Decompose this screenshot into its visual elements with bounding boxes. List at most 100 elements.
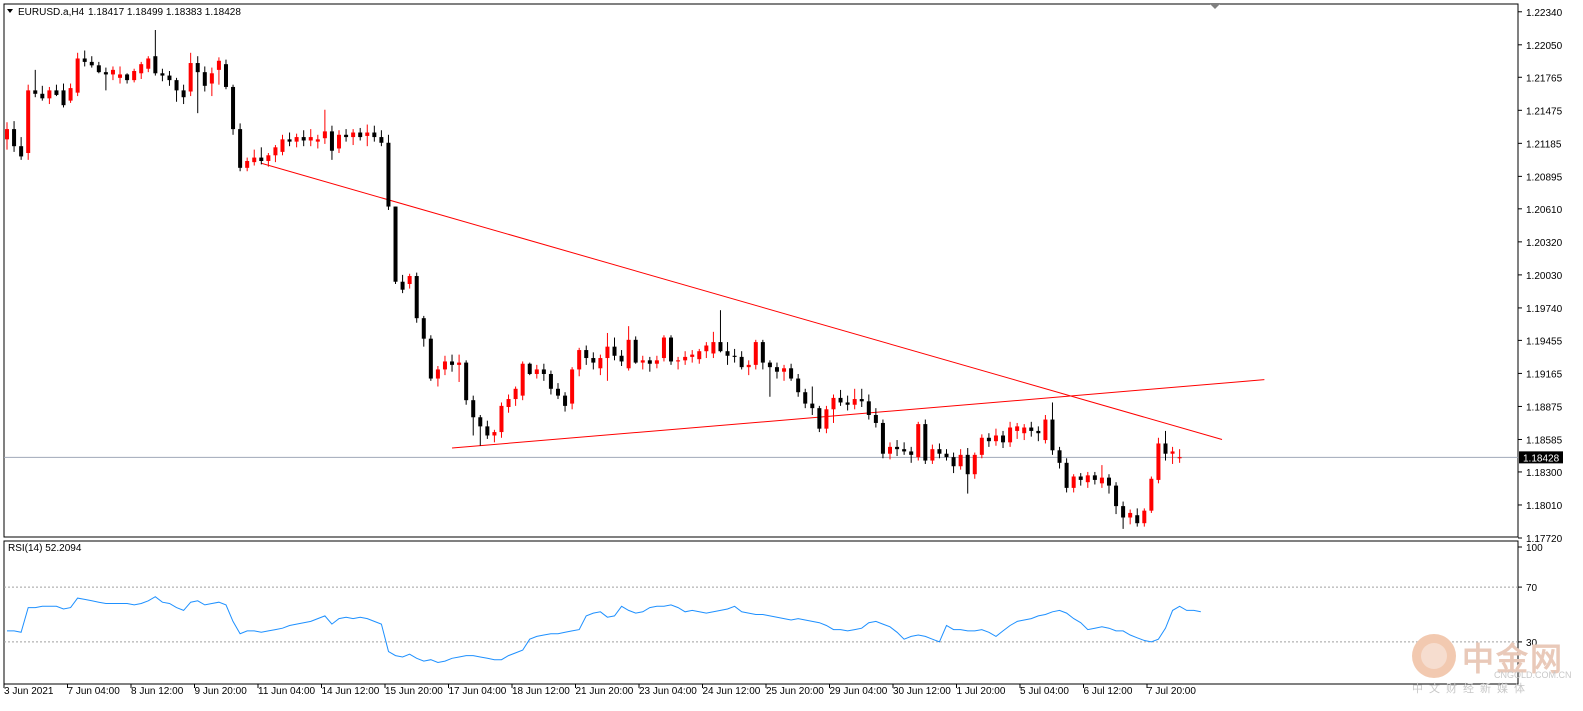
watermark-subtitle: 中文财经新媒体 — [1412, 682, 1531, 695]
x-tick-label: 7 Jul 20:00 — [1147, 686, 1196, 697]
candle-bull — [577, 350, 582, 370]
x-tick-label: 23 Jun 04:00 — [639, 686, 697, 697]
candle-bull — [753, 342, 758, 365]
candle-bear — [12, 129, 17, 147]
candle-bear — [414, 276, 419, 319]
candle-bear — [619, 355, 624, 362]
candle-bull — [280, 139, 285, 152]
x-tick-label: 25 Jun 20:00 — [766, 686, 824, 697]
candle-bear — [1050, 419, 1055, 451]
candle-bear — [895, 446, 900, 450]
candle-bear — [859, 399, 864, 402]
candle-bull — [337, 134, 342, 149]
candle-bull — [640, 360, 645, 363]
candle-bull — [492, 432, 497, 436]
candle-bear — [817, 408, 822, 429]
y-tick-label: 1.19740 — [1526, 304, 1563, 315]
symbol-header: EURUSD.a,H4 — [18, 7, 85, 18]
y-tick-label: 1.22050 — [1526, 41, 1563, 52]
candle-bull — [506, 399, 511, 408]
candle-bear — [548, 373, 553, 389]
candle-bear — [951, 457, 956, 467]
candle-bear — [1135, 515, 1140, 524]
candle-bull — [605, 346, 610, 359]
candle-bull — [690, 354, 695, 357]
candle-bull — [1008, 427, 1013, 443]
candle-bear — [160, 73, 165, 76]
candle-bear — [527, 363, 532, 374]
candle-bull — [654, 360, 659, 364]
y-tick-label: 1.18875 — [1526, 402, 1563, 413]
x-tick-label: 5 Jul 04:00 — [1020, 686, 1069, 697]
candle-bull — [930, 449, 935, 461]
candle-bear — [96, 65, 101, 73]
price-panel-border — [3, 3, 1519, 538]
candle-bull — [5, 129, 9, 140]
rsi-header: RSI(14) 52.2094 — [8, 543, 82, 554]
y-tick-label: 1.20320 — [1526, 238, 1563, 249]
candle-bull — [188, 63, 193, 92]
y-tick-label: 1.21475 — [1526, 106, 1563, 117]
candle-bear — [1163, 443, 1168, 454]
candle-bull — [351, 132, 356, 138]
current-price-label: 1.18428 — [1523, 453, 1560, 464]
candle-bear — [647, 360, 652, 364]
candle-bull — [1085, 475, 1090, 483]
candle-bull — [322, 131, 327, 139]
x-tick-label: 30 Jun 12:00 — [893, 686, 951, 697]
candle-bull — [1156, 443, 1161, 480]
y-tick-label: 1.18585 — [1526, 435, 1563, 446]
candle-bear — [89, 61, 94, 66]
y-tick-label: 1.22340 — [1526, 8, 1563, 19]
candle-bull — [711, 342, 716, 354]
candle-bear — [125, 74, 130, 81]
candle-bull — [435, 369, 440, 379]
candle-bull — [831, 397, 836, 410]
candle-bear — [986, 437, 991, 442]
candle-bull — [1170, 451, 1175, 454]
candle-bear — [767, 362, 772, 368]
candle-bear — [19, 146, 24, 157]
candle-bear — [1036, 430, 1041, 434]
candle-bear — [386, 142, 391, 207]
y-tick-label: 1.20030 — [1526, 271, 1563, 282]
rsi-panel-border — [3, 540, 1519, 685]
candle-bear — [1029, 427, 1034, 431]
candle-bull — [979, 437, 984, 455]
candle-bull — [697, 351, 702, 360]
candle-bull — [1015, 426, 1020, 431]
scroll-marker-icon — [1210, 4, 1220, 9]
candle-bear — [1092, 475, 1097, 480]
candle-bull — [1142, 510, 1147, 524]
candle-bull — [704, 345, 709, 352]
watermark-logo-icon — [1412, 634, 1456, 678]
y-tick-label: 1.21765 — [1526, 73, 1563, 84]
trendline-descending-resistance — [261, 162, 1223, 440]
candle-bear — [329, 131, 334, 151]
candle-bear — [584, 350, 589, 359]
candle-bull — [68, 88, 73, 101]
candle-bear — [372, 132, 377, 138]
rsi-tick-label: 70 — [1526, 583, 1538, 594]
rsi-line — [7, 596, 1201, 664]
candle-bear — [1121, 506, 1126, 518]
candle-bull — [626, 339, 631, 369]
candle-bull — [315, 139, 320, 142]
candle-bear — [873, 414, 878, 423]
x-tick-label: 17 Jun 04:00 — [449, 686, 507, 697]
candle-bull — [824, 409, 829, 429]
candle-bull — [570, 369, 575, 404]
x-tick-label: 21 Jun 20:00 — [576, 686, 634, 697]
candle-bull — [852, 399, 857, 405]
candle-bear — [464, 362, 469, 401]
candle-bear — [259, 157, 264, 161]
y-tick-label: 1.20895 — [1526, 172, 1563, 183]
candle-bear — [1106, 477, 1111, 486]
candle-bull — [266, 155, 271, 161]
candle-bull — [676, 360, 681, 362]
candle-bull — [209, 73, 214, 84]
candle-bull — [146, 58, 151, 69]
candle-bull — [1128, 512, 1133, 518]
candle-bull — [252, 157, 257, 163]
